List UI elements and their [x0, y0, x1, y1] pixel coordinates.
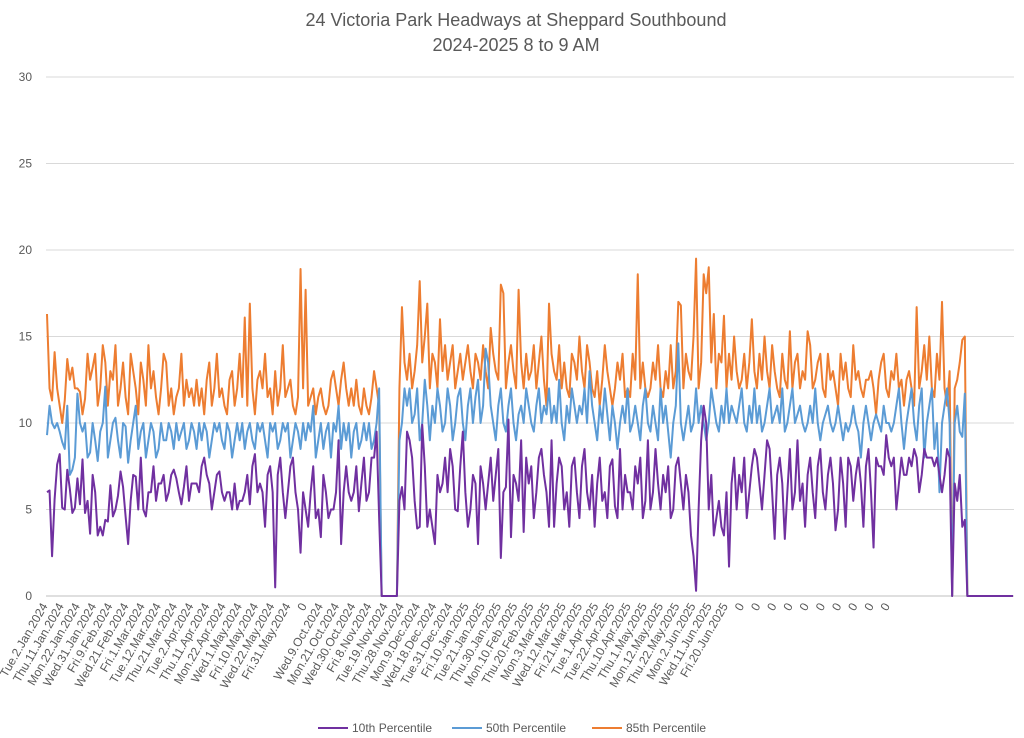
y-tick-label: 10: [19, 416, 33, 430]
y-axis-ticks: 0 5 10 15 20 25 30: [19, 70, 33, 603]
y-tick-label: 30: [19, 70, 33, 84]
y-tick-label: 0: [25, 589, 32, 603]
x-tick-label: 0: [748, 600, 764, 613]
legend-label: 85th Percentile: [626, 721, 706, 735]
series-line-85th-percentile: [46, 257, 1013, 597]
x-tick-label: 0: [764, 600, 780, 613]
x-tick-label: 0: [732, 600, 748, 613]
series-line-10th-percentile: [46, 404, 1013, 597]
x-tick-label: 0: [797, 600, 813, 613]
gridlines: [46, 76, 1014, 597]
y-tick-label: 20: [19, 243, 33, 257]
x-tick-label: 0: [829, 600, 845, 613]
series-line-50th-percentile: [46, 342, 1013, 597]
chart-title: 24 Victoria Park Headways at Sheppard So…: [306, 10, 727, 30]
x-tick-label: 0: [813, 600, 829, 613]
x-axis-ticks: Tue.2.Jan.2024Thu.11.Jan.2024Mon.22.Jan.…: [0, 600, 893, 691]
x-tick-label: 0: [878, 600, 894, 613]
x-tick-label: 0: [845, 600, 861, 613]
series-lines: [46, 257, 1013, 597]
legend-label: 10th Percentile: [352, 721, 432, 735]
chart-subtitle: 2024-2025 8 to 9 AM: [432, 35, 599, 55]
y-tick-label: 15: [19, 330, 33, 344]
legend: 10th Percentile 50th Percentile 85th Perce…: [318, 721, 706, 735]
y-tick-label: 25: [19, 157, 33, 171]
legend-label: 50th Percentile: [486, 721, 566, 735]
x-tick-label: 0: [861, 600, 877, 613]
x-tick-label: 0: [780, 600, 796, 613]
y-tick-label: 5: [25, 503, 32, 517]
